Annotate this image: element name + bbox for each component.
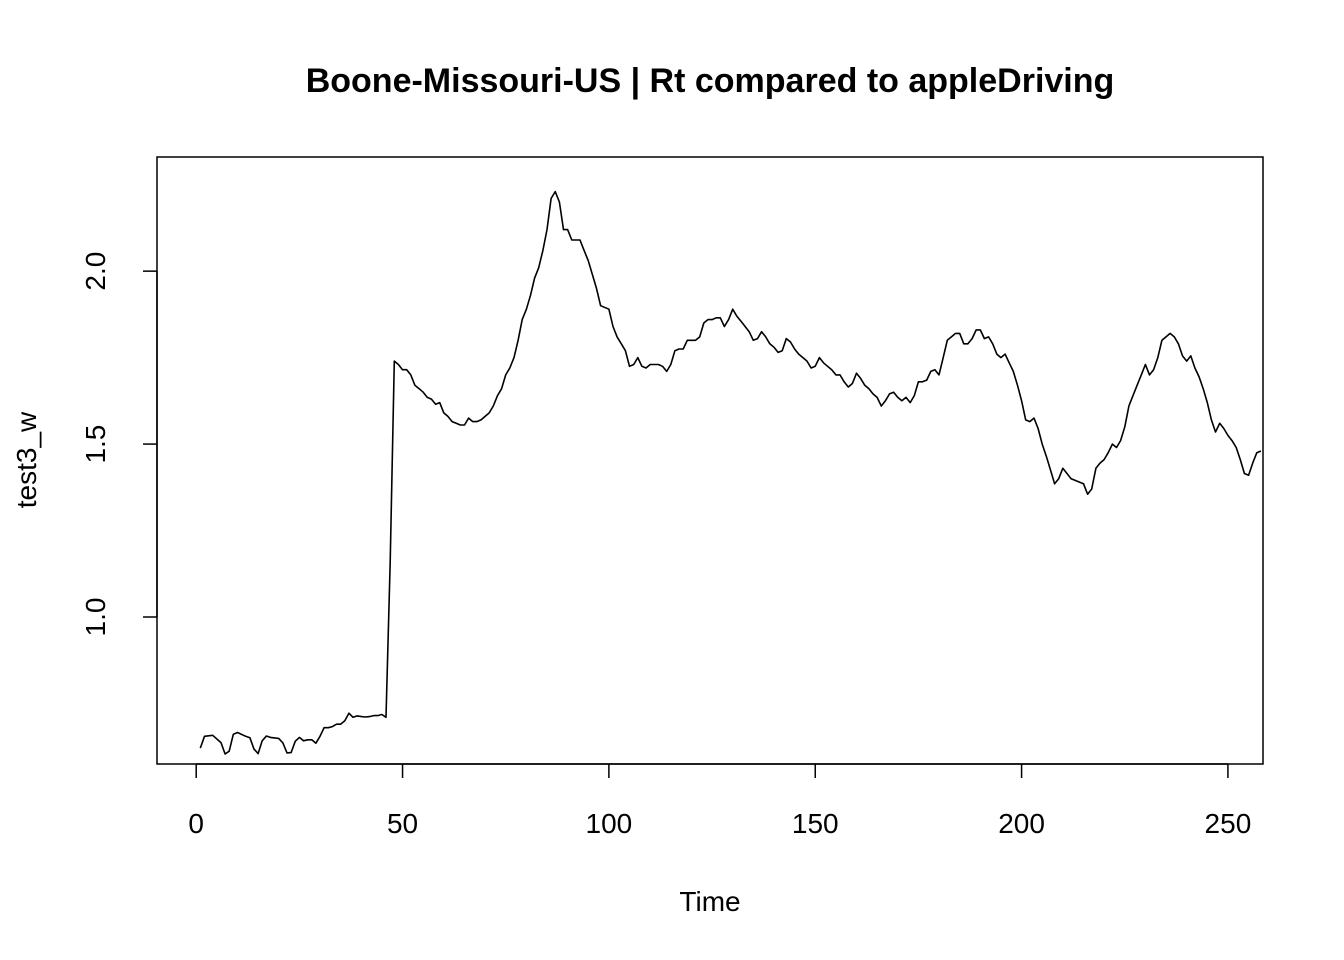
plot-frame xyxy=(156,156,1264,765)
y-tick-label: 1.0 xyxy=(80,598,111,637)
y-tick-label: 2.0 xyxy=(80,252,111,291)
x-tick-label: 150 xyxy=(792,808,839,839)
y-axis-label: test3_w xyxy=(11,411,42,508)
x-tick-label: 250 xyxy=(1205,808,1252,839)
x-tick-label: 100 xyxy=(586,808,633,839)
x-tick-label: 0 xyxy=(188,808,204,839)
x-axis-label: Time xyxy=(679,886,740,917)
x-tick-label: 50 xyxy=(387,808,418,839)
x-tick-label: 200 xyxy=(998,808,1045,839)
chart-title: Boone-Missouri-US | Rt compared to apple… xyxy=(306,62,1115,100)
x-axis: 0 50 100 150 200 250 xyxy=(188,763,1252,839)
y-tick-label: 1.5 xyxy=(80,425,111,464)
series-group xyxy=(199,190,1262,755)
y-axis: 1.0 1.5 2.0 xyxy=(80,252,158,637)
series-line xyxy=(199,190,1262,755)
